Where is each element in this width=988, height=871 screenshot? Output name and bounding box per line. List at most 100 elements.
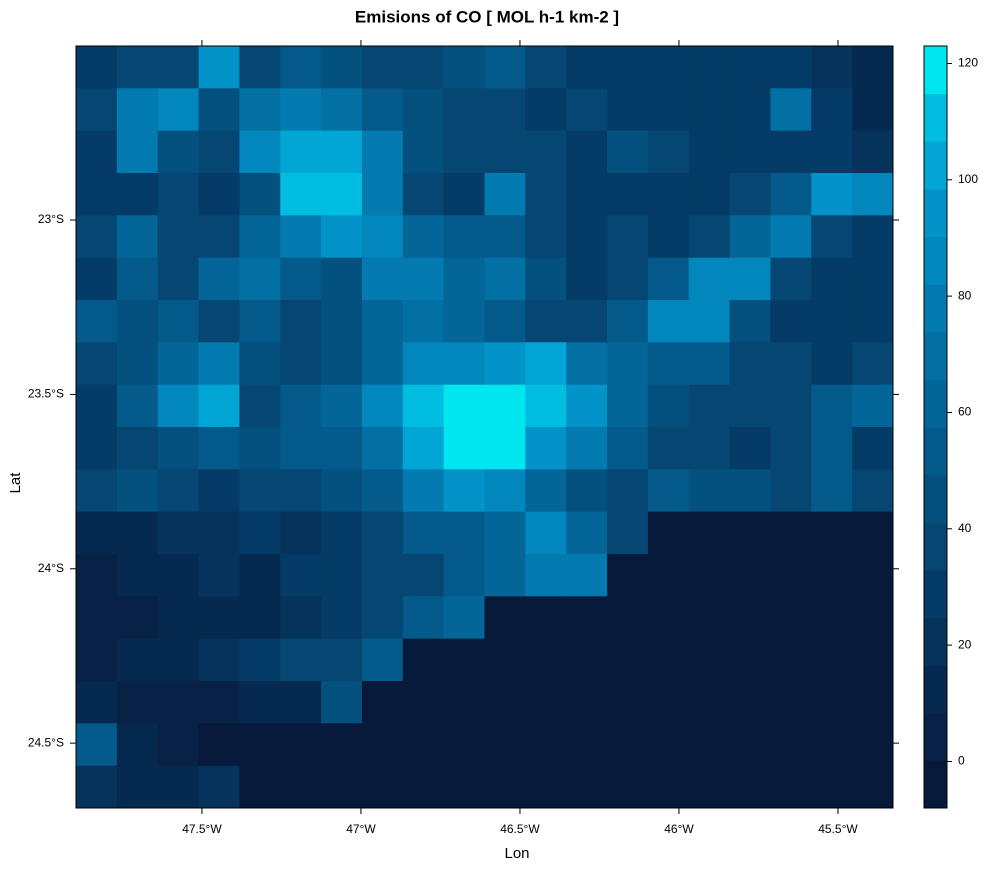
cell: [688, 596, 731, 640]
cell: [525, 384, 567, 428]
cell: [852, 384, 894, 428]
cell: [443, 765, 485, 809]
cell: [688, 638, 731, 682]
cell: [525, 342, 567, 386]
cell: [811, 427, 853, 470]
cell: [811, 46, 853, 89]
cell: [729, 427, 771, 470]
cell: [239, 681, 281, 724]
cell: [566, 384, 608, 428]
cell: [402, 427, 445, 470]
cell: [116, 215, 159, 259]
y-tick-label: 24°S: [38, 561, 64, 575]
cell: [647, 257, 690, 301]
cell: [198, 638, 240, 682]
cell: [729, 130, 771, 174]
cell: [361, 638, 404, 682]
cell: [239, 342, 281, 386]
cell: [198, 427, 240, 470]
cell: [729, 173, 771, 216]
cell: [116, 384, 159, 428]
plot-frame: [75, 45, 894, 809]
cell: [402, 723, 445, 767]
cell: [239, 469, 281, 513]
cell: [770, 257, 812, 301]
colorbar-tick-label: 120: [958, 56, 978, 70]
cell: [852, 596, 894, 640]
cell: [280, 765, 322, 809]
cell: [239, 257, 281, 301]
cell: [770, 300, 812, 343]
cell: [198, 342, 240, 386]
cell: [647, 384, 690, 428]
cell: [116, 511, 159, 555]
colorbar-swatch: [924, 712, 947, 761]
cell: [361, 723, 404, 767]
y-tick-label: 24.5°S: [28, 735, 64, 749]
cell: [852, 300, 894, 343]
cell: [116, 427, 159, 470]
cell: [852, 723, 894, 767]
cell: [647, 215, 690, 259]
cell: [647, 554, 690, 597]
cell: [525, 681, 567, 724]
cell: [280, 88, 322, 132]
cell: [443, 257, 485, 301]
cell: [729, 46, 771, 89]
cell: [361, 384, 404, 428]
cell: [484, 427, 526, 470]
cell: [76, 384, 118, 428]
cell: [852, 469, 894, 513]
y-tick-label: 23°S: [38, 212, 64, 226]
cell: [116, 554, 159, 597]
cell: [729, 723, 771, 767]
cell: [688, 765, 731, 809]
cell: [525, 596, 567, 640]
cell: [852, 173, 894, 216]
cell: [525, 173, 567, 216]
cell: [647, 469, 690, 513]
cell: [770, 173, 812, 216]
cell: [729, 765, 771, 809]
cell: [484, 257, 526, 301]
cell: [688, 342, 731, 386]
cell: [239, 638, 281, 682]
cell: [852, 681, 894, 724]
cell: [443, 511, 485, 555]
cell: [198, 596, 240, 640]
cell: [280, 215, 322, 259]
cell: [280, 46, 322, 89]
cell: [811, 257, 853, 301]
cell: [525, 638, 567, 682]
cell: [484, 469, 526, 513]
cell: [361, 46, 404, 89]
cell: [402, 342, 445, 386]
cell: [566, 681, 608, 724]
cell: [729, 638, 771, 682]
cell: [321, 596, 363, 640]
cell: [239, 554, 281, 597]
colorbar-tick-label: 80: [958, 288, 972, 302]
cell: [198, 173, 240, 216]
cell: [361, 554, 404, 597]
cell: [566, 765, 608, 809]
cell: [811, 511, 853, 555]
cell: [321, 88, 363, 132]
cell: [402, 215, 445, 259]
cell: [647, 427, 690, 470]
cell: [157, 215, 200, 259]
cell: [116, 300, 159, 343]
cell: [688, 469, 731, 513]
cell: [280, 257, 322, 301]
cell: [770, 596, 812, 640]
cell: [76, 257, 118, 301]
cell: [852, 554, 894, 597]
cell: [402, 638, 445, 682]
cell: [607, 173, 649, 216]
cell: [566, 130, 608, 174]
cell: [239, 596, 281, 640]
cell: [198, 384, 240, 428]
cell: [76, 723, 118, 767]
cell: [770, 46, 812, 89]
cell: [443, 300, 485, 343]
